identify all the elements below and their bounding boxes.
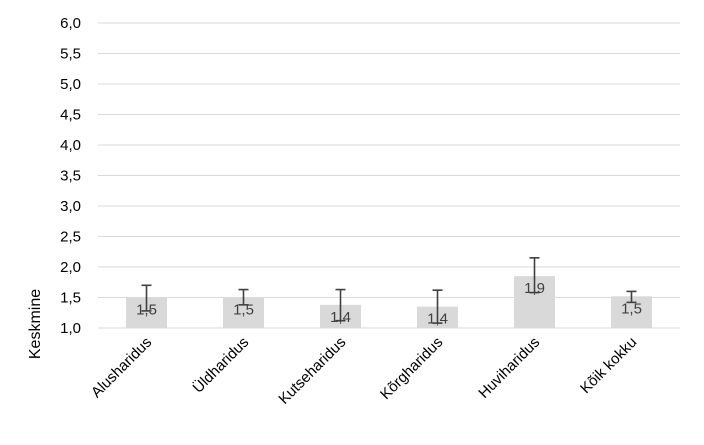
y-tick-label: 3,5 — [60, 168, 81, 185]
y-tick-label: 5,5 — [60, 46, 81, 63]
data-label: 1,5 — [621, 300, 642, 317]
error-bars — [141, 257, 637, 324]
y-tick-label: 4,5 — [60, 107, 81, 124]
x-tick-label: Kõik kokku — [577, 334, 640, 397]
data-label: 1,9 — [524, 280, 545, 297]
y-tick-label: 3,0 — [60, 198, 81, 215]
data-label: 1,4 — [330, 309, 351, 326]
y-axis-label: Keskmine — [27, 289, 44, 359]
y-tick-label: 6,0 — [60, 15, 81, 32]
data-label: 1,5 — [233, 302, 254, 319]
x-axis-ticks: Alusharidus Üldharidus Kutseharidus Kõrghar… — [88, 333, 640, 408]
y-axis-ticks: 1,0 1,5 2,0 2,5 3,0 3,5 4,0 4,5 5,0 5,5 6,0 — [60, 15, 81, 337]
x-tick-label: Alusharidus — [88, 334, 155, 401]
data-label: 1,5 — [136, 302, 157, 319]
x-tick-label: Üldharidus — [189, 333, 252, 396]
data-label: 1,4 — [427, 311, 448, 328]
y-tick-label: 1,0 — [60, 320, 81, 337]
bars — [126, 276, 652, 328]
x-tick-label: Huviharidus — [475, 334, 543, 402]
gridlines — [98, 22, 680, 329]
data-labels: 1,5 1,5 1,4 1,4 1,9 1,5 — [136, 280, 642, 328]
y-tick-label: 5,0 — [60, 76, 81, 93]
x-tick-label: Kõrgharidus — [377, 334, 446, 403]
y-tick-label: 4,0 — [60, 137, 81, 154]
y-tick-label: 1,5 — [60, 290, 81, 307]
y-tick-label: 2,5 — [60, 229, 81, 246]
x-tick-label: Kutseharidus — [275, 334, 349, 408]
y-tick-label: 2,0 — [60, 259, 81, 276]
